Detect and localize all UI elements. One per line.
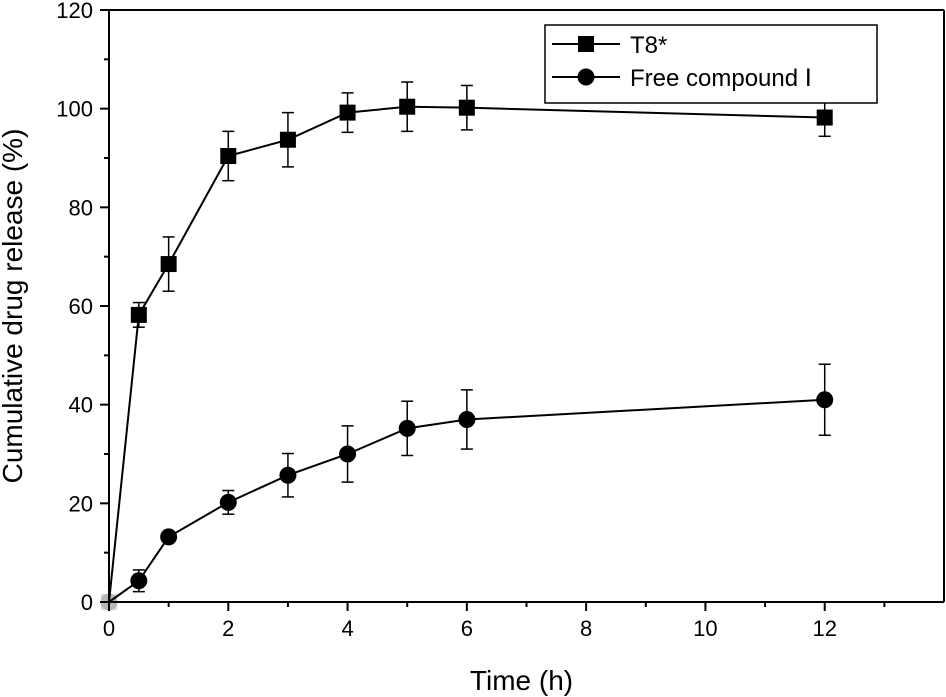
y-axis-title: Cumulative drug release (%) bbox=[0, 129, 28, 484]
y-ticks: 0 20 40 60 80 100 120 bbox=[56, 0, 109, 615]
series-2 bbox=[100, 363, 834, 611]
y-tick-label: 80 bbox=[69, 195, 93, 220]
series-layer bbox=[100, 81, 834, 611]
x-tick-label: 2 bbox=[222, 616, 234, 641]
legend-box bbox=[544, 24, 878, 104]
y-tick-label: 60 bbox=[69, 294, 93, 319]
data-point bbox=[130, 572, 148, 590]
x-tick-label: 6 bbox=[461, 616, 473, 641]
y-tick-label: 0 bbox=[81, 590, 93, 615]
x-tick-label: 8 bbox=[580, 616, 592, 641]
x-tick-label: 10 bbox=[693, 616, 717, 641]
data-point bbox=[100, 593, 118, 611]
data-point bbox=[160, 256, 177, 273]
y-tick-label: 120 bbox=[56, 0, 93, 23]
data-point bbox=[398, 419, 416, 437]
series-line bbox=[108, 105, 825, 603]
data-point bbox=[219, 493, 237, 511]
legend-marker bbox=[578, 36, 594, 52]
series-1 bbox=[101, 81, 833, 610]
data-point bbox=[339, 445, 357, 463]
data-point bbox=[458, 410, 476, 428]
legend-item: T8* bbox=[552, 32, 667, 59]
x-tick-label: 4 bbox=[341, 616, 353, 641]
data-point bbox=[130, 306, 147, 323]
x-tick-label: 12 bbox=[812, 616, 836, 641]
data-point bbox=[279, 131, 296, 148]
legend-item: Free compound Ⅰ bbox=[552, 65, 812, 92]
x-axis-title: Time (h) bbox=[470, 665, 573, 696]
legend-marker bbox=[577, 68, 595, 86]
y-tick-label: 20 bbox=[69, 491, 93, 516]
x-tick-label: 0 bbox=[103, 616, 115, 641]
data-point bbox=[220, 148, 237, 165]
data-point bbox=[279, 466, 297, 484]
legend: T8* Free compound Ⅰ bbox=[544, 24, 878, 104]
data-point bbox=[816, 109, 833, 126]
data-point bbox=[399, 98, 416, 115]
data-point bbox=[816, 391, 834, 409]
y-tick-label: 100 bbox=[56, 97, 93, 122]
data-point bbox=[160, 528, 178, 546]
legend-label: T8* bbox=[630, 32, 667, 59]
legend-label: Free compound Ⅰ bbox=[630, 65, 812, 92]
data-point bbox=[339, 104, 356, 121]
y-tick-label: 40 bbox=[69, 393, 93, 418]
x-ticks: 0 2 4 6 8 10 12 bbox=[103, 602, 886, 641]
data-point bbox=[458, 99, 475, 116]
